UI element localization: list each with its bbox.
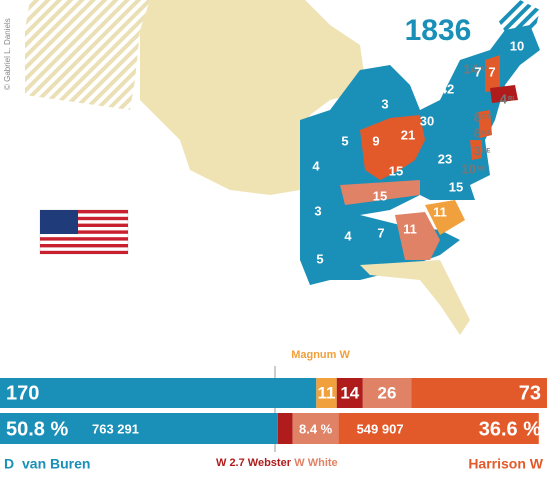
electoral-label: 11: [318, 383, 336, 402]
electoral-bar: [411, 378, 547, 408]
votes-label: 763 291: [92, 421, 139, 436]
state-votes: 8: [474, 109, 481, 124]
michigan: [365, 70, 405, 125]
state-votes: 9: [372, 133, 379, 148]
votes-label: 549 907: [357, 421, 404, 436]
popular-bar: [0, 413, 278, 444]
electoral-label: 14: [340, 383, 359, 402]
percent-label: 36.6 %: [479, 418, 541, 440]
state-votes: 7: [488, 64, 495, 79]
van-buren-states: [300, 25, 540, 285]
state-votes: 10: [462, 161, 476, 176]
state-votes: 7: [474, 64, 481, 79]
state-votes: 42: [440, 81, 454, 96]
harrison-states: [360, 115, 425, 180]
white-georgia: [395, 212, 440, 260]
candidate-label: W 2.7 Webster: [216, 457, 292, 469]
popular-bar: [338, 413, 539, 444]
disputed-territory: [25, 0, 150, 110]
electoral-bar: [362, 378, 412, 408]
harrison-de-md: [470, 140, 482, 160]
state-votes: 4: [500, 91, 508, 106]
candidate-label: Magnum W: [291, 349, 350, 361]
percent-label: 8.4 %: [299, 421, 333, 436]
popular-bar: [292, 413, 339, 444]
state-votes: 4: [312, 158, 320, 173]
candidate-label: W White: [294, 457, 337, 469]
state-abbr: RI: [508, 97, 514, 103]
state-votes: 4: [344, 228, 352, 243]
electoral-bar: [0, 378, 317, 408]
state-votes: 23: [438, 151, 452, 166]
state-votes: 11: [433, 204, 447, 219]
state-votes: 11: [403, 221, 417, 236]
electoral-bar: [316, 378, 337, 408]
magnum-state: [425, 200, 465, 235]
state-abbr: DE: [482, 149, 490, 155]
harrison-vt-nj: [485, 55, 500, 92]
electoral-bar: [336, 378, 363, 408]
year: 1836: [405, 14, 472, 47]
state-abbr: NJ: [482, 131, 490, 137]
state-votes: 15: [373, 188, 387, 203]
credit: © Gabriel L. Daniels: [3, 18, 12, 90]
flag: [39, 209, 129, 255]
state-votes: 7: [377, 225, 384, 240]
state-votes: 3: [314, 203, 321, 218]
territory: [140, 0, 365, 195]
candidate-label: Harrison W: [468, 456, 543, 472]
candidate-label: D: [4, 456, 14, 472]
state-votes: 5: [341, 133, 348, 148]
state-abbr: MD: [477, 167, 487, 173]
popular-bar: [277, 413, 293, 444]
state-abbr: CT: [482, 115, 490, 121]
webster-state: [490, 85, 518, 103]
state-votes: 15: [449, 179, 463, 194]
state-votes: 5: [316, 251, 323, 266]
electoral-label: 73: [519, 382, 541, 404]
result-bars: 170 11 Magnum W 14 26 73 50.8 % 763 291 8.4 % 36.…: [0, 349, 547, 472]
state-votes: 8: [474, 125, 481, 140]
electoral-label: 26: [378, 383, 397, 402]
state-votes: 15: [389, 163, 403, 178]
state-votes: 3: [381, 96, 388, 111]
candidate-label: van Buren: [22, 456, 90, 472]
white-states: [340, 180, 420, 205]
state-votes: 14: [464, 61, 479, 76]
map: [25, 0, 540, 335]
florida: [360, 260, 470, 335]
electoral-label: 170: [6, 382, 39, 404]
harrison-nj: [478, 110, 492, 138]
state-votes: 3: [474, 143, 481, 158]
percent-label: 50.8 %: [6, 418, 68, 440]
state-abbr: MA: [479, 67, 489, 73]
state-votes: 21: [401, 127, 415, 142]
state-votes: 30: [420, 113, 434, 128]
state-votes: 10: [510, 38, 524, 53]
